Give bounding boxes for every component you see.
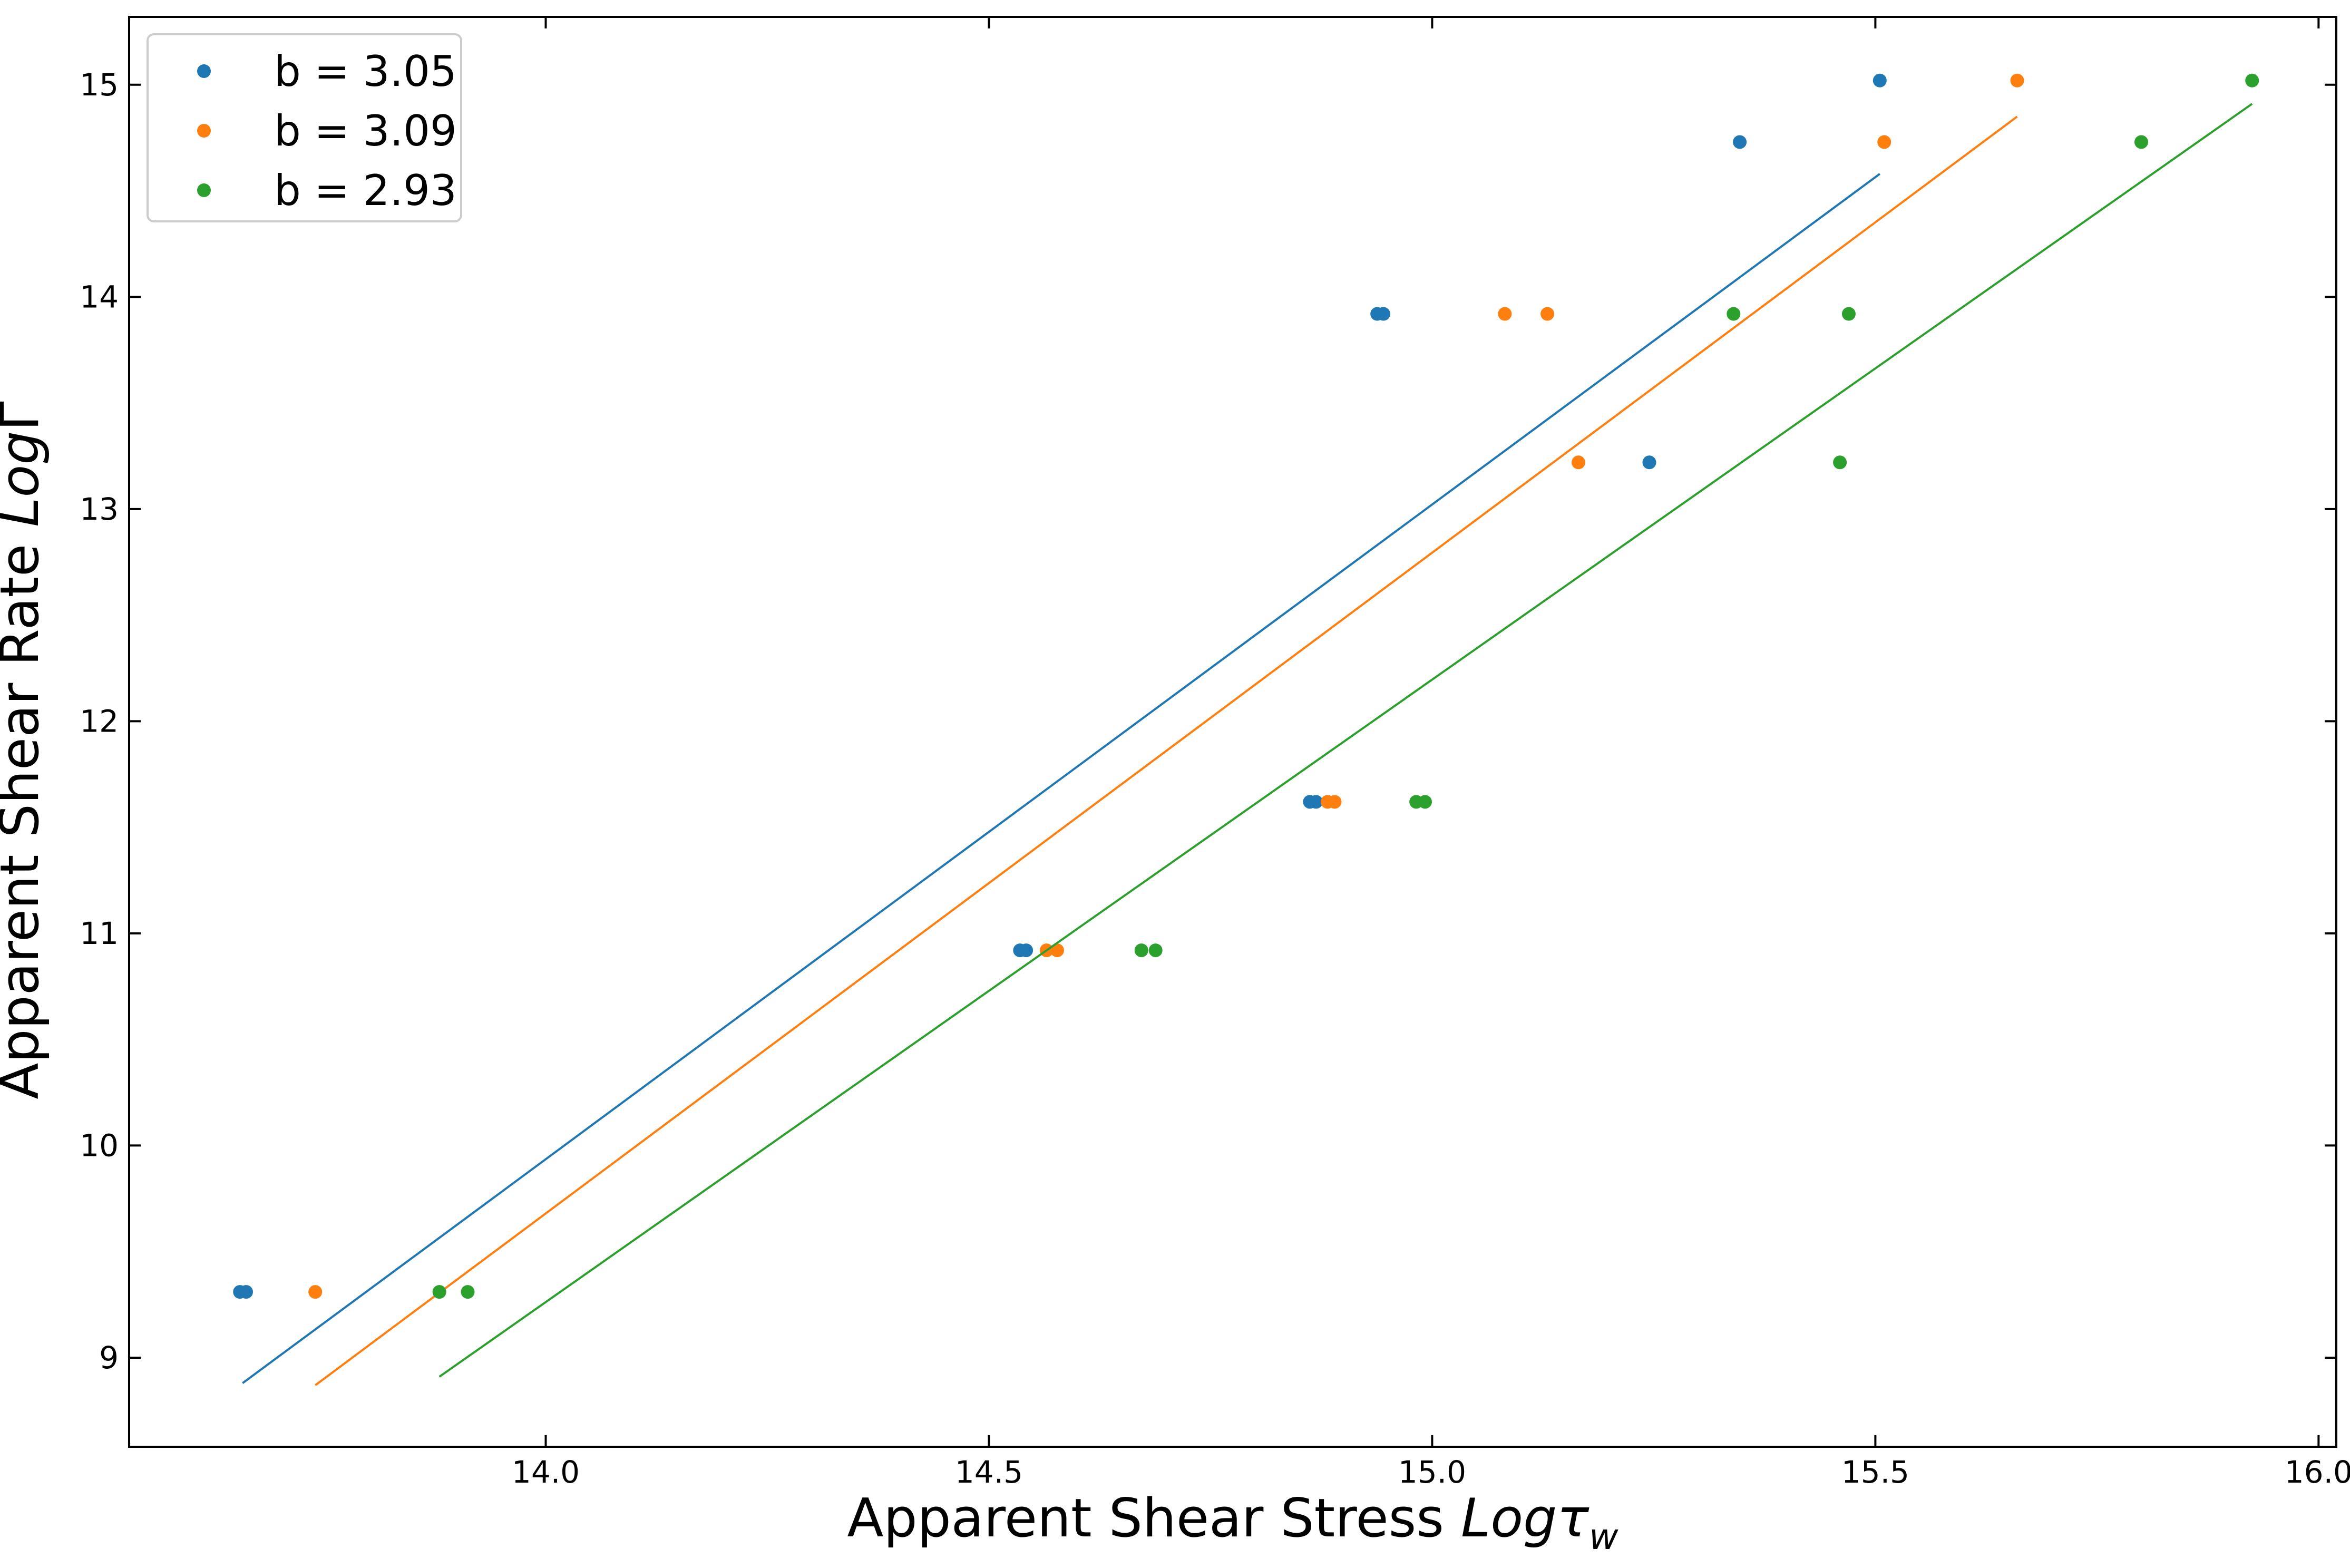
data-point bbox=[1571, 455, 1585, 470]
series-1 bbox=[233, 73, 1887, 1384]
y-tick-label: 13 bbox=[80, 491, 119, 527]
y-tick-label: 14 bbox=[80, 279, 119, 315]
data-point bbox=[2010, 73, 2024, 87]
data-point bbox=[1498, 307, 1512, 321]
data-point bbox=[239, 1285, 253, 1299]
legend-label: b = 2.93 bbox=[274, 166, 457, 215]
y-tick-label: 12 bbox=[80, 703, 119, 739]
y-axis-label: Apparent Shear Rate LogΓ bbox=[0, 401, 51, 1099]
x-tick-label: 16.0 bbox=[2285, 1454, 2350, 1490]
data-point bbox=[1050, 943, 1064, 958]
data-point bbox=[1376, 307, 1390, 321]
y-tick-label: 11 bbox=[80, 916, 119, 951]
fit-line-series-3 bbox=[438, 103, 2253, 1378]
data-point bbox=[1727, 307, 1741, 321]
data-point bbox=[1309, 795, 1323, 809]
legend-label: b = 3.05 bbox=[274, 47, 457, 96]
legend-item: b = 3.05 bbox=[197, 47, 457, 96]
data-point bbox=[1877, 135, 1891, 149]
data-point bbox=[2245, 73, 2259, 87]
x-tick-label: 14.5 bbox=[955, 1454, 1023, 1490]
legend-item: b = 3.09 bbox=[197, 106, 457, 155]
legend: b = 3.05 b = 3.09 b = 2.93 bbox=[147, 33, 462, 222]
data-point bbox=[1833, 455, 1847, 470]
legend-marker bbox=[197, 124, 211, 138]
x-axis-label: Apparent Shear Stress Logτw bbox=[847, 1487, 1618, 1558]
data-point bbox=[1873, 73, 1887, 87]
plot-frame bbox=[128, 16, 2337, 1448]
series-3 bbox=[432, 73, 2259, 1378]
data-point bbox=[1328, 795, 1342, 809]
fit-line-series-2 bbox=[315, 115, 2018, 1386]
x-tick-label: 14.0 bbox=[512, 1454, 580, 1490]
legend-marker bbox=[197, 64, 211, 78]
data-point bbox=[1418, 795, 1432, 809]
axis-ticks: 14.0 14.5 15.0 15.5 16.0 9 10 11 12 13 14 15 bbox=[80, 16, 2350, 1490]
data-point bbox=[1733, 135, 1747, 149]
y-tick-label: 10 bbox=[80, 1127, 119, 1163]
data-point bbox=[461, 1285, 475, 1299]
data-point bbox=[1148, 943, 1163, 958]
data-point bbox=[1642, 455, 1656, 470]
data-point bbox=[1019, 943, 1033, 958]
data-point bbox=[308, 1285, 323, 1299]
x-tick-label: 15.5 bbox=[1841, 1454, 1909, 1490]
data-point bbox=[432, 1285, 446, 1299]
data-point bbox=[1134, 943, 1148, 958]
data-point bbox=[1540, 307, 1555, 321]
legend-label: b = 3.09 bbox=[274, 106, 457, 155]
data-point bbox=[1841, 307, 1856, 321]
plot-area bbox=[233, 73, 2259, 1386]
series-2 bbox=[308, 73, 2024, 1386]
legend-marker bbox=[197, 183, 211, 197]
y-tick-label: 9 bbox=[99, 1340, 119, 1376]
fit-line-series-1 bbox=[242, 173, 1880, 1384]
y-tick-label: 15 bbox=[80, 67, 119, 103]
legend-item: b = 2.93 bbox=[197, 166, 457, 215]
x-tick-label: 15.0 bbox=[1398, 1454, 1466, 1490]
data-point bbox=[2134, 135, 2148, 149]
legend-frame bbox=[147, 33, 462, 222]
